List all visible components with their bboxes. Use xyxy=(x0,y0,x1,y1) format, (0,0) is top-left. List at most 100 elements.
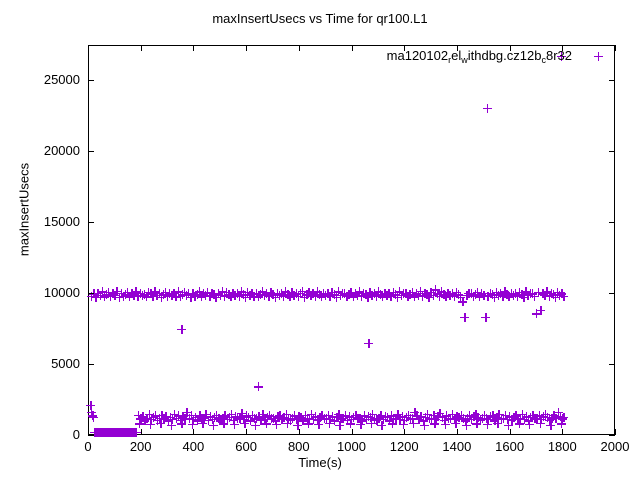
data-point xyxy=(519,414,529,424)
data-point xyxy=(418,291,428,301)
data-point xyxy=(477,289,487,299)
data-point xyxy=(245,290,255,300)
data-point xyxy=(272,288,282,298)
data-point xyxy=(485,288,495,298)
data-point xyxy=(479,290,489,300)
data-point xyxy=(200,290,210,300)
data-point xyxy=(380,412,390,422)
data-point xyxy=(186,410,196,420)
data-point xyxy=(304,288,314,298)
data-point xyxy=(274,290,284,300)
data-point xyxy=(433,412,443,422)
data-point xyxy=(467,414,477,424)
data-point xyxy=(556,51,566,61)
data-point xyxy=(268,290,278,300)
data-point xyxy=(473,412,483,422)
data-point xyxy=(536,305,546,315)
data-point xyxy=(546,420,556,430)
data-point xyxy=(176,415,186,425)
data-point xyxy=(195,411,205,421)
data-point xyxy=(262,289,272,299)
data-point xyxy=(491,288,501,298)
data-point xyxy=(222,288,232,298)
data-point xyxy=(490,416,500,426)
data-point xyxy=(352,290,362,300)
data-point xyxy=(292,414,302,424)
data-point xyxy=(363,293,373,303)
data-point xyxy=(456,410,466,420)
data-point xyxy=(193,416,203,426)
data-point xyxy=(414,414,424,424)
data-point xyxy=(316,292,326,302)
data-point xyxy=(517,410,527,420)
data-point xyxy=(344,412,354,422)
data-point xyxy=(469,412,479,422)
data-point xyxy=(304,413,314,423)
data-point xyxy=(428,290,438,300)
data-point xyxy=(553,407,563,417)
data-point xyxy=(224,412,234,422)
data-point xyxy=(432,289,442,299)
data-point xyxy=(129,290,139,300)
data-point xyxy=(502,290,512,300)
data-point xyxy=(356,419,366,429)
data-point xyxy=(293,420,303,430)
data-point xyxy=(461,420,471,430)
data-point xyxy=(138,412,148,422)
data-point xyxy=(420,412,430,422)
data-point xyxy=(219,291,229,301)
data-point xyxy=(363,412,373,422)
data-point xyxy=(161,412,171,422)
data-point xyxy=(181,290,191,300)
data-point xyxy=(445,290,455,300)
data-point xyxy=(375,290,385,300)
data-point xyxy=(493,290,503,300)
data-point xyxy=(340,289,350,299)
data-point xyxy=(243,412,253,422)
data-point xyxy=(531,309,541,319)
data-point xyxy=(332,412,342,422)
data-point xyxy=(471,410,481,420)
data-point xyxy=(475,415,485,425)
data-point xyxy=(512,291,522,301)
data-point xyxy=(230,290,240,300)
data-point xyxy=(411,289,421,299)
data-point xyxy=(403,410,413,420)
data-point xyxy=(205,291,215,301)
data-point xyxy=(118,291,128,301)
data-point xyxy=(540,290,550,300)
data-point xyxy=(498,291,508,301)
data-point xyxy=(482,103,492,113)
data-point xyxy=(91,293,101,303)
data-point xyxy=(318,288,328,298)
data-point xyxy=(365,288,375,298)
data-point xyxy=(448,410,458,420)
data-point xyxy=(450,414,460,424)
data-point xyxy=(538,289,548,299)
data-point xyxy=(281,287,291,297)
data-point xyxy=(493,418,503,428)
data-point xyxy=(371,291,381,301)
data-point xyxy=(340,411,350,421)
data-point xyxy=(481,413,491,423)
data-point xyxy=(287,288,297,298)
data-point xyxy=(167,290,177,300)
data-point xyxy=(229,419,239,429)
data-point xyxy=(346,288,356,298)
data-point xyxy=(261,419,271,429)
data-point xyxy=(534,288,543,298)
x-tick-label: 0 xyxy=(84,439,92,454)
data-point xyxy=(245,416,255,426)
data-point xyxy=(403,291,413,301)
data-point xyxy=(331,293,341,303)
data-point xyxy=(155,413,165,423)
data-point xyxy=(420,288,430,298)
data-point xyxy=(508,290,518,300)
data-point xyxy=(260,414,270,424)
data-point xyxy=(278,291,288,301)
data-point xyxy=(114,293,124,303)
data-point xyxy=(482,419,492,429)
data-point xyxy=(190,291,200,301)
data-point xyxy=(187,419,197,429)
data-point xyxy=(325,414,335,424)
